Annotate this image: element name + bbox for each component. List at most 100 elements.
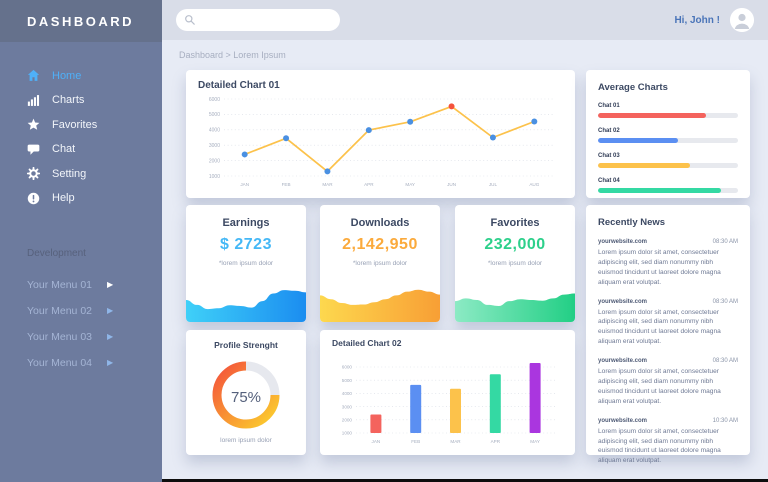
detailed-chart-02-card: Detailed Chart 02 1000 2000 3000 4000 5000 60… xyxy=(320,330,575,455)
avatar[interactable] xyxy=(730,8,754,32)
stat-value: 232,000 xyxy=(484,236,546,253)
topbar: Hi, John ! xyxy=(162,0,768,40)
progress-fill xyxy=(598,113,706,118)
svg-text:MAY: MAY xyxy=(405,182,415,187)
chart02-title: Detailed Chart 02 xyxy=(332,338,402,348)
search-bar[interactable] xyxy=(176,9,340,31)
news-time: 10:30 AM xyxy=(712,417,738,424)
sidebar-item-favorites[interactable]: Favorites xyxy=(0,113,162,136)
home-icon xyxy=(27,69,40,82)
news-time: 08:30 AM xyxy=(712,298,738,305)
stat-note: *lorem ipsum dolor xyxy=(487,260,543,267)
svg-text:5000: 5000 xyxy=(209,112,220,118)
chat-bubble-icon xyxy=(27,143,40,156)
progress-label: Chat 03 xyxy=(598,153,620,159)
profile-title: Profile Strenght xyxy=(214,340,278,350)
bar-chart: 1000 2000 3000 4000 5000 6000 JAN FEB MAR APR MAY xyxy=(332,348,563,451)
svg-text:MAR: MAR xyxy=(450,439,461,444)
svg-text:4000: 4000 xyxy=(209,128,220,134)
svg-text:FEB: FEB xyxy=(282,182,291,187)
sidebar-item-charts[interactable]: Charts xyxy=(0,89,162,112)
average-charts-title: Average Charts xyxy=(598,82,668,93)
news-title: Recently News xyxy=(598,217,666,228)
progress-track xyxy=(598,138,738,143)
news-body: Lorem ipsum dolor sit amet, consectetuer… xyxy=(598,427,721,465)
stat-title: Downloads xyxy=(350,217,410,229)
progress-fill xyxy=(598,138,678,143)
donut-chart: 75% xyxy=(209,358,283,437)
profile-strength-card: Profile Strenght 75% lorem ipsum dolor xyxy=(186,330,306,455)
news-source: yourwebsite.com xyxy=(598,358,648,365)
stat-value: 2,142,950 xyxy=(342,236,418,253)
recently-news-card: Recently News yourwebsite.com 08:30 AM L… xyxy=(586,205,750,464)
dev-item-label: Your Menu 04 xyxy=(27,356,92,369)
progress-group: Chat 04 xyxy=(598,178,738,193)
average-bars: Chat 01 Chat 02 Chat 03 Chat 04 xyxy=(598,103,738,193)
dev-menu-item-1[interactable]: Your Menu 01 ▶ xyxy=(0,273,162,297)
svg-text:6000: 6000 xyxy=(342,365,353,370)
sidebar-item-home[interactable]: Home xyxy=(0,64,162,87)
stat-title: Earnings xyxy=(222,217,270,229)
sidebar-item-help[interactable]: Help xyxy=(0,187,162,210)
news-item: yourwebsite.com 08:30 AM Lorem ipsum dol… xyxy=(598,239,738,288)
bar-chart-icon xyxy=(27,94,40,107)
dev-item-label: Your Menu 02 xyxy=(27,304,92,317)
dev-nav: Your Menu 01 ▶ Your Menu 02 ▶ Your Menu 03 ▶ Y… xyxy=(0,273,162,375)
progress-group: Chat 02 xyxy=(598,128,738,143)
dev-menu-item-2[interactable]: Your Menu 02 ▶ xyxy=(0,299,162,323)
sidebar-nav: Home Charts Favorites Chat Setting Help xyxy=(0,64,162,210)
sidebar-item-chat[interactable]: Chat xyxy=(0,138,162,161)
progress-track xyxy=(598,113,738,118)
chevron-right-icon: ▶ xyxy=(107,358,114,367)
svg-text:MAY: MAY xyxy=(530,439,540,444)
news-item: yourwebsite.com 08:30 AM Lorem ipsum dol… xyxy=(598,299,738,348)
gear-icon xyxy=(27,167,40,180)
line-chart: 1000 2000 3000 4000 5000 6000 JAN FEB MAR APR MAY J… xyxy=(198,91,563,194)
chart01-title: Detailed Chart 01 xyxy=(198,80,280,91)
svg-text:MAR: MAR xyxy=(322,182,333,187)
progress-label: Chat 01 xyxy=(598,103,620,109)
search-icon xyxy=(185,15,195,25)
progress-label: Chat 04 xyxy=(598,178,620,184)
svg-text:3000: 3000 xyxy=(342,404,353,409)
sidebar-item-label: Chat xyxy=(52,143,76,155)
news-body: Lorem ipsum dolor sit amet, consectetuer… xyxy=(598,368,721,405)
svg-text:AUG: AUG xyxy=(529,182,539,187)
progress-track xyxy=(598,163,738,168)
stat-title: Favorites xyxy=(490,217,540,229)
search-input[interactable] xyxy=(196,14,332,26)
dev-item-label: Your Menu 03 xyxy=(27,330,92,343)
news-source: yourwebsite.com xyxy=(598,239,648,245)
dev-section-label: Development xyxy=(27,247,86,259)
dev-menu-item-4[interactable]: Your Menu 04 ▶ xyxy=(0,351,162,375)
news-time: 08:30 AM xyxy=(712,239,738,245)
sidebar-item-setting[interactable]: Setting xyxy=(0,162,162,185)
svg-text:JAN: JAN xyxy=(240,182,249,187)
svg-text:2000: 2000 xyxy=(209,158,220,164)
progress-fill xyxy=(598,188,722,193)
sidebar: DASHBOARD Home Charts Favorites Chat Setting… xyxy=(0,0,162,482)
svg-text:JUL: JUL xyxy=(489,182,498,187)
svg-text:6000: 6000 xyxy=(209,97,220,103)
help-icon xyxy=(27,192,40,205)
star-icon xyxy=(27,118,40,131)
sidebar-dev-section: Development Your Menu 01 ▶ Your Menu 02 ▶ Yo… xyxy=(0,248,162,375)
news-time: 08:30 AM xyxy=(712,358,738,365)
user-greeting: Hi, John ! xyxy=(674,14,720,26)
stat-note: *lorem ipsum dolor xyxy=(352,260,408,267)
sidebar-item-label: Charts xyxy=(52,94,85,106)
profile-note: lorem ipsum dolor xyxy=(220,437,272,444)
dev-item-label: Your Menu 01 xyxy=(27,278,92,291)
svg-text:1000: 1000 xyxy=(209,174,220,180)
dev-menu-item-3[interactable]: Your Menu 03 ▶ xyxy=(0,325,162,349)
average-charts-card: Average Charts Chat 01 Chat 02 Chat 03 C… xyxy=(586,70,750,198)
app-brand: DASHBOARD xyxy=(0,0,162,42)
sidebar-item-label: Favorites xyxy=(52,118,98,131)
news-list: yourwebsite.com 08:30 AM Lorem ipsum dol… xyxy=(598,239,738,466)
area-sparkline xyxy=(455,293,575,322)
stat-card-favorites: Favorites 232,000 *lorem ipsum dolor xyxy=(455,205,575,322)
progress-label: Chat 02 xyxy=(598,128,620,134)
sidebar-item-label: Setting xyxy=(52,167,87,180)
area-sparkline xyxy=(320,289,440,322)
